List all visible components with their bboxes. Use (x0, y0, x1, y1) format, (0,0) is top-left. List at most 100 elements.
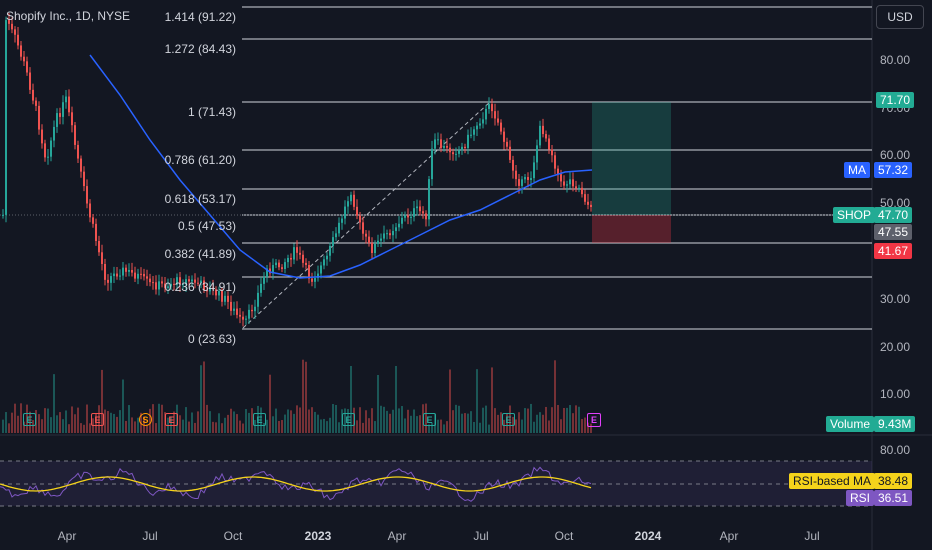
candle-body (515, 170, 517, 180)
volume-bar (515, 419, 517, 433)
currency-button[interactable]: USD (876, 5, 924, 29)
candle-body (227, 295, 229, 302)
candle-body (512, 159, 514, 171)
volume-bar (32, 420, 34, 433)
fib-label: 0.786 (61.20) (164, 153, 236, 167)
candle-body (236, 308, 238, 315)
candle-body (341, 218, 343, 223)
volume-bar (347, 409, 349, 433)
earnings-icon[interactable]: E (91, 413, 104, 426)
candle-body (353, 194, 355, 207)
candle-body (335, 233, 337, 238)
fib-label: 1.272 (84.43) (164, 42, 236, 56)
volume-bar (134, 421, 136, 433)
volume-bar (179, 415, 181, 433)
candle-body (35, 100, 37, 106)
split-icon[interactable]: S (139, 413, 152, 426)
volume-bar (503, 419, 505, 433)
entry-price-tag: 47.55 (874, 224, 913, 240)
candle-body (479, 123, 481, 126)
earnings-upcoming-icon[interactable]: E (587, 413, 601, 427)
volume-bar (272, 416, 274, 433)
volume-bar (110, 412, 112, 433)
candle-body (59, 113, 61, 117)
candle-body (590, 204, 592, 208)
time-tick: Jul (142, 529, 158, 543)
symbol-title: Shopify Inc., 1D, NYSE (6, 9, 131, 23)
volume-bar (14, 403, 16, 433)
candle-body (584, 194, 586, 202)
candle-body (74, 125, 76, 145)
candle-body (11, 23, 13, 30)
candle-body (290, 257, 292, 260)
candle-body (305, 262, 307, 266)
volume-bar (554, 360, 556, 433)
volume-bar (98, 405, 100, 433)
candle-body (317, 273, 319, 279)
volume-bar (77, 407, 79, 433)
time-tick: Jul (804, 529, 820, 543)
candle-body (395, 227, 397, 232)
candle-body (473, 129, 475, 135)
candle-body (275, 262, 277, 266)
moving-average-line (89, 54, 593, 279)
volume-bar (491, 367, 493, 433)
candle-body (488, 104, 490, 109)
candle-body (389, 233, 391, 236)
volume-bar (368, 418, 370, 433)
earnings-icon[interactable]: E (423, 413, 436, 426)
volume-bar (494, 408, 496, 433)
candle-body (269, 268, 271, 274)
earnings-icon[interactable]: E (342, 413, 355, 426)
volume-bar (65, 410, 67, 433)
candle-body (287, 257, 289, 263)
volume-bar (254, 419, 256, 433)
volume-bar (452, 410, 454, 433)
rsi-value-tag: 36.51 (874, 490, 913, 506)
volume-bar (191, 412, 193, 433)
price-tick: 20.00 (880, 340, 911, 354)
candle-body (188, 279, 190, 282)
candle-body (80, 158, 82, 172)
volume-bar (281, 420, 283, 433)
volume-bar (359, 407, 361, 433)
rsi-tick: 80.00 (880, 443, 911, 457)
volume-bar (278, 420, 280, 433)
volume-bar (89, 423, 91, 433)
volume-bar (29, 411, 31, 433)
candle-body (446, 146, 448, 148)
candle-body (518, 179, 520, 186)
candle-body (293, 247, 295, 260)
volume-bar (518, 412, 520, 433)
volume-bar (443, 424, 445, 433)
volume-bar (251, 408, 253, 433)
candle-body (569, 179, 571, 185)
fib-label: 1.414 (91.22) (164, 10, 236, 24)
volume-bar (584, 417, 586, 433)
candle-body (98, 241, 100, 253)
volume-bar (323, 418, 325, 433)
candle-body (437, 139, 439, 141)
candle-body (476, 125, 478, 130)
candle-body (89, 203, 91, 218)
earnings-icon[interactable]: E (253, 413, 266, 426)
candle-body (581, 187, 583, 195)
volume-bar (101, 369, 103, 433)
candle-body (20, 45, 22, 57)
earnings-icon[interactable]: E (23, 413, 36, 426)
earnings-icon[interactable]: E (502, 413, 515, 426)
candle-body (242, 316, 244, 320)
earnings-icon[interactable]: E (165, 413, 178, 426)
candle-body (296, 247, 298, 253)
volume-bar (41, 419, 43, 433)
volume-bar (506, 413, 508, 433)
candle-body (380, 238, 382, 241)
last-price-tag: 47.70 (874, 207, 913, 223)
candle-body (491, 104, 493, 112)
time-tick: 2024 (634, 529, 662, 543)
candle-body (119, 275, 121, 277)
volume-bar (500, 412, 502, 433)
fib-label: 0.618 (53.17) (164, 192, 236, 206)
